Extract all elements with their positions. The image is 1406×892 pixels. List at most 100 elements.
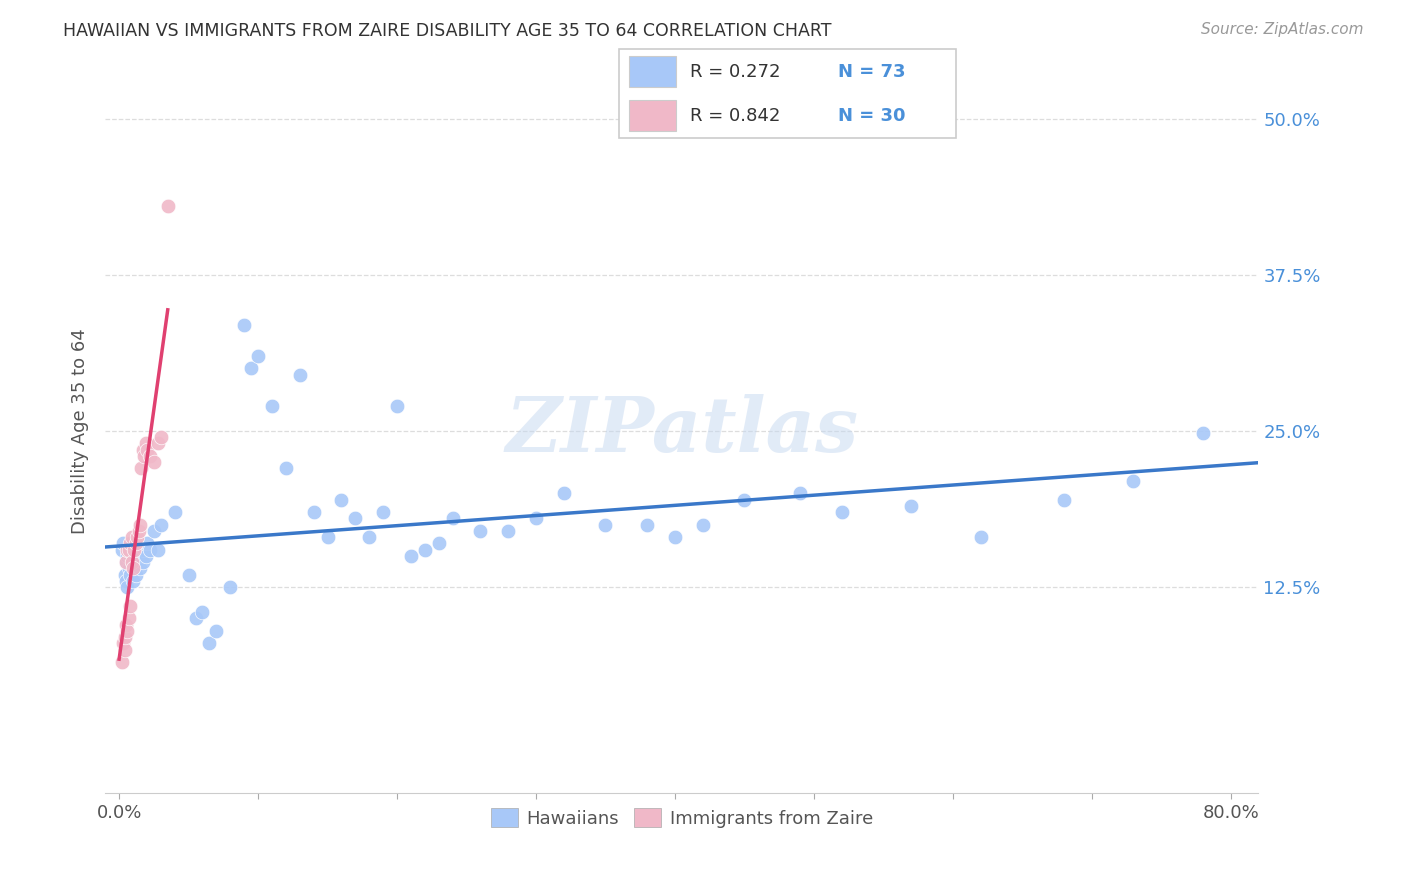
Point — [129, 542, 152, 557]
Point — [316, 530, 339, 544]
Point — [399, 549, 422, 563]
Point — [131, 549, 153, 563]
Point — [128, 555, 150, 569]
Point — [125, 567, 148, 582]
Point — [118, 542, 141, 557]
Point — [274, 461, 297, 475]
Point — [111, 655, 134, 669]
Point — [127, 530, 149, 544]
Point — [135, 536, 157, 550]
Point — [128, 524, 150, 538]
Point — [288, 368, 311, 382]
Point — [233, 318, 256, 332]
Point — [831, 505, 853, 519]
Point — [636, 517, 658, 532]
Point — [114, 642, 136, 657]
Point — [124, 561, 146, 575]
Point — [260, 399, 283, 413]
Point — [117, 542, 139, 557]
FancyBboxPatch shape — [628, 56, 676, 87]
Point — [427, 536, 450, 550]
Point — [385, 399, 408, 413]
Point — [121, 555, 143, 569]
Point — [1122, 474, 1144, 488]
Point — [595, 517, 617, 532]
Point — [120, 536, 142, 550]
Point — [114, 567, 136, 582]
Point — [496, 524, 519, 538]
Point — [117, 580, 139, 594]
Text: HAWAIIAN VS IMMIGRANTS FROM ZAIRE DISABILITY AGE 35 TO 64 CORRELATION CHART: HAWAIIAN VS IMMIGRANTS FROM ZAIRE DISABI… — [63, 22, 832, 40]
Point — [127, 549, 149, 563]
Point — [553, 486, 575, 500]
Point — [120, 599, 142, 613]
Point — [205, 624, 228, 638]
Point — [138, 542, 160, 557]
Point — [115, 555, 138, 569]
Point — [112, 536, 135, 550]
Point — [156, 199, 179, 213]
Point — [692, 517, 714, 532]
Point — [120, 567, 142, 582]
Point — [900, 499, 922, 513]
Point — [125, 555, 148, 569]
Point — [111, 542, 134, 557]
Text: ZIPatlas: ZIPatlas — [505, 394, 859, 468]
Point — [142, 524, 165, 538]
Point — [163, 505, 186, 519]
Point — [122, 555, 145, 569]
Point — [131, 461, 153, 475]
Text: R = 0.842: R = 0.842 — [689, 106, 780, 125]
Point — [470, 524, 492, 538]
Point — [127, 542, 149, 557]
Point — [138, 449, 160, 463]
Point — [240, 361, 263, 376]
Y-axis label: Disability Age 35 to 64: Disability Age 35 to 64 — [72, 328, 89, 533]
Point — [146, 436, 169, 450]
Point — [664, 530, 686, 544]
Point — [969, 530, 991, 544]
Point — [122, 574, 145, 588]
Point — [149, 517, 172, 532]
Point — [184, 611, 207, 625]
Point — [359, 530, 381, 544]
Point — [114, 630, 136, 644]
Point — [1053, 492, 1076, 507]
Point — [124, 542, 146, 557]
Legend: Hawaiians, Immigrants from Zaire: Hawaiians, Immigrants from Zaire — [484, 801, 880, 835]
Point — [135, 442, 157, 457]
Point — [344, 511, 367, 525]
Point — [134, 436, 156, 450]
Point — [330, 492, 353, 507]
Point — [129, 517, 152, 532]
Point — [134, 549, 156, 563]
Point — [146, 542, 169, 557]
Text: R = 0.272: R = 0.272 — [689, 62, 780, 81]
Point — [191, 605, 214, 619]
Point — [121, 530, 143, 544]
Point — [134, 542, 156, 557]
Point — [121, 555, 143, 569]
Point — [115, 555, 138, 569]
Point — [149, 430, 172, 444]
Point — [247, 349, 270, 363]
Point — [115, 617, 138, 632]
Point — [219, 580, 242, 594]
Point — [124, 542, 146, 557]
Point — [117, 624, 139, 638]
Point — [112, 636, 135, 650]
Point — [129, 561, 152, 575]
Point — [302, 505, 325, 519]
Point — [198, 636, 221, 650]
FancyBboxPatch shape — [628, 100, 676, 131]
Point — [413, 542, 436, 557]
Point — [1192, 426, 1215, 441]
Point — [115, 574, 138, 588]
Point — [132, 555, 155, 569]
Point — [121, 536, 143, 550]
Point — [733, 492, 755, 507]
Point — [441, 511, 464, 525]
Point — [122, 561, 145, 575]
Point — [125, 536, 148, 550]
Point — [134, 449, 156, 463]
